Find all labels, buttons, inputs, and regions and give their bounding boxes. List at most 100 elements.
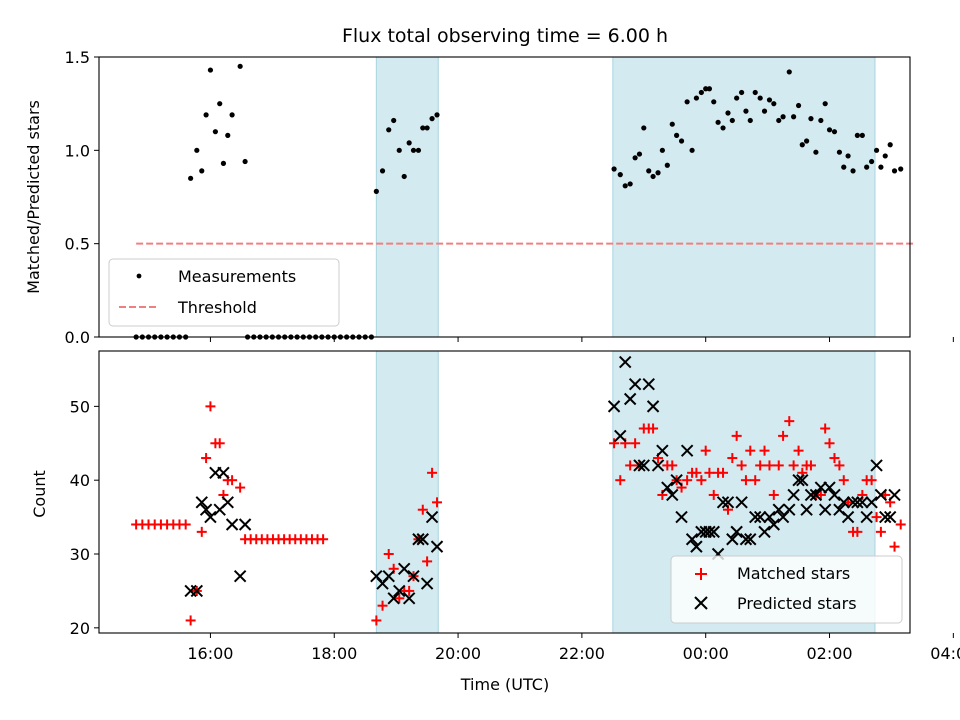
measurement-point [659, 147, 665, 153]
matched-star-point [625, 460, 636, 471]
predicted-star-point [420, 577, 434, 590]
matched-star-point [838, 475, 849, 486]
predicted-star-point [661, 481, 674, 494]
measurement-point [780, 114, 786, 120]
matched-star-point [773, 460, 784, 471]
measurement-point [799, 142, 805, 148]
measurement-point [831, 129, 838, 135]
predicted-star-point [628, 378, 642, 391]
measurement-point [194, 147, 200, 153]
matched-star-point [768, 489, 779, 500]
matched-star-point [696, 475, 707, 486]
measurement-point [203, 112, 209, 118]
measurement-point [822, 101, 828, 107]
y-tick-label: 0.0 [65, 328, 90, 347]
matched-star-point [404, 585, 415, 596]
measurement-point [434, 112, 440, 118]
y-tick-label: 40 [70, 471, 90, 490]
matched-star-point [788, 460, 799, 471]
shaded-region [375, 56, 439, 338]
measurement-point [684, 99, 690, 105]
legend-marker-predicted [694, 596, 708, 610]
top-legend-box [108, 258, 340, 327]
matched-star-point [185, 615, 196, 626]
matched-star-point [871, 512, 882, 523]
predicted-star-point [888, 488, 901, 502]
matched-star-point [377, 600, 388, 611]
predicted-star-point [703, 525, 716, 539]
measurements-points [133, 63, 904, 340]
matched-star-point [432, 497, 443, 508]
predicted-star-point [614, 429, 627, 443]
measurement-point [386, 127, 392, 133]
measurement-point [199, 168, 205, 174]
x-tick-label: 18:00 [311, 644, 357, 663]
predicted-star-point [195, 496, 208, 509]
measurement-point [410, 147, 417, 153]
matched-star-point [834, 460, 845, 471]
predicted-star-point [860, 510, 873, 524]
shaded-region [375, 350, 439, 634]
measurement-point [693, 95, 700, 101]
measurement-point [242, 158, 248, 165]
predicted-star-point [675, 510, 688, 524]
measurement-point [791, 114, 797, 120]
bottom-axes: 20 30 40 50 16:00 18:00 20:00 22:00 00:00 02:00 04… [70, 350, 960, 663]
predicted-star-point [407, 569, 420, 583]
predicted-star-point [837, 496, 850, 509]
matched-star-point [205, 401, 216, 412]
y-tick-label: 0.5 [65, 235, 90, 254]
matched-star-point [759, 445, 770, 456]
predicted-star-point [716, 496, 730, 509]
measurement-point [703, 86, 709, 92]
bottom-legend-box [670, 555, 903, 624]
predicted-star-point [818, 503, 832, 516]
measurement-point [678, 138, 685, 144]
measurement-point [729, 117, 735, 124]
predicted-star-point [199, 503, 213, 516]
legend-marker-measurements [136, 273, 142, 279]
measurement-point [698, 89, 704, 96]
matched-star-point [745, 445, 756, 456]
predicted-star-point [637, 459, 651, 472]
predicted-star-point [685, 533, 699, 546]
matched-star-point [201, 453, 212, 464]
matched-star-point [784, 416, 795, 427]
matched-stars-points [131, 401, 906, 626]
measurement-point [622, 183, 628, 189]
predicted-star-point [804, 488, 818, 502]
measurement-point [864, 164, 870, 170]
measurement-point [795, 102, 802, 109]
measurement-point [734, 95, 740, 101]
measurement-point [859, 132, 865, 138]
matched-star-point [866, 475, 877, 486]
measurement-point [632, 155, 638, 161]
predicted-star-point [398, 562, 411, 575]
matched-star-point [815, 489, 826, 500]
predicted-star-point [726, 533, 739, 546]
predicted-star-point [739, 533, 753, 546]
predicted-star-point [767, 518, 781, 531]
predicted-star-point [204, 510, 217, 524]
predicted-star-point [800, 503, 813, 516]
matched-star-point [691, 467, 702, 478]
measurement-point [401, 173, 407, 180]
y-tick-label: 30 [70, 545, 90, 564]
matched-star-point [427, 467, 438, 478]
bottom-legend: Matched stars Predicted stars [670, 555, 903, 624]
matched-star-point [740, 475, 751, 486]
predicted-star-point [425, 510, 439, 524]
matched-star-point [318, 534, 329, 545]
measurement-point [674, 132, 680, 138]
measurement-point [391, 117, 397, 124]
matched-star-point [875, 526, 886, 537]
matched-star-point [704, 467, 715, 478]
matched-star-point [750, 475, 761, 486]
predicted-star-point [865, 496, 878, 509]
matched-star-point [615, 475, 626, 486]
matched-star-point [609, 438, 620, 449]
measurement-point [826, 127, 833, 133]
measurement-point [420, 125, 426, 131]
top-panel: 0.0 0.5 1.0 1.5 Flux total observing time =… [24, 25, 954, 347]
predicted-star-point [753, 510, 767, 524]
